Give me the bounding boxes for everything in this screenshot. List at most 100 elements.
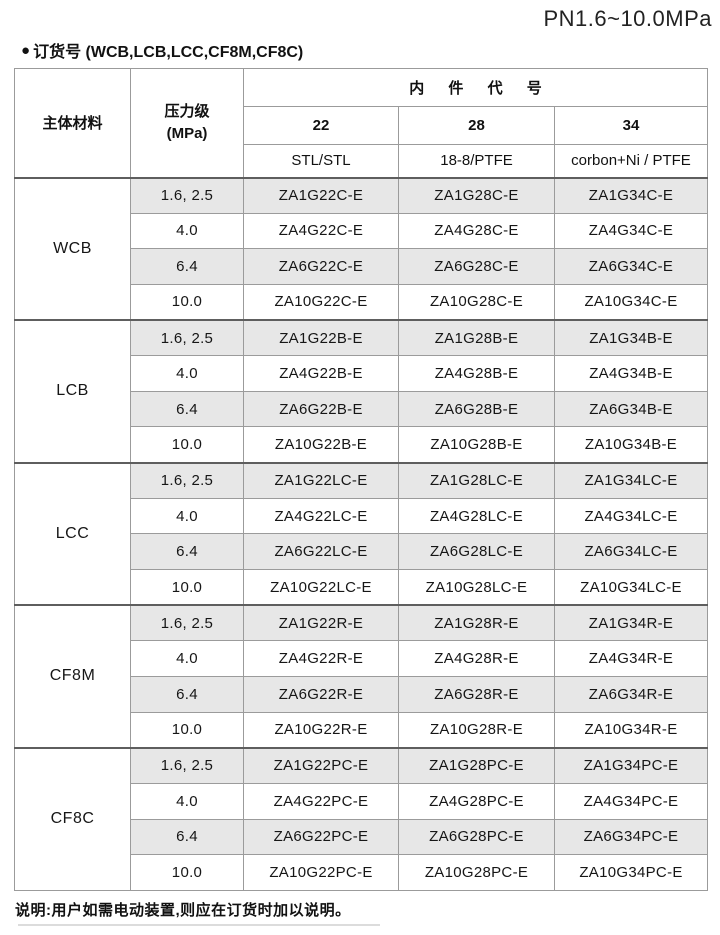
header-material: 主体材料 bbox=[14, 68, 131, 178]
material-cell: CF8C bbox=[14, 746, 131, 891]
order-table-body: WCB 1.6, 2.5 ZA1G22C-E ZA1G28C-E ZA1G34C-E 4.… bbox=[14, 176, 708, 891]
header-pressure-label: 压力级 bbox=[164, 103, 210, 120]
table-row: 10.0 ZA10G22LC-E ZA10G28LC-E ZA10G34LC-E bbox=[15, 569, 708, 606]
pressure-cell: 6.4 bbox=[130, 818, 244, 856]
order-code-cell: ZA4G28LC-E bbox=[398, 497, 555, 535]
pressure-cell: 4.0 bbox=[130, 355, 244, 392]
bottom-divider bbox=[18, 924, 380, 926]
order-code-cell: ZA6G34R-E bbox=[554, 675, 708, 713]
order-code-cell: ZA10G28C-E bbox=[398, 283, 555, 321]
pressure-cell: 1.6, 2.5 bbox=[130, 461, 244, 499]
order-code-cell: ZA4G28C-E bbox=[398, 212, 555, 250]
order-code-cell: ZA6G22R-E bbox=[243, 675, 399, 713]
section-heading-label: 订货号 (WCB,LCB,LCC,CF8M,CF8C) bbox=[33, 44, 304, 61]
order-code-cell: ZA10G22PC-E bbox=[243, 854, 399, 891]
order-code-cell: ZA10G34C-E bbox=[554, 283, 708, 321]
order-code-cell: ZA6G34LC-E bbox=[554, 533, 708, 571]
order-code-cell: ZA4G34R-E bbox=[554, 640, 708, 677]
pressure-cell: 4.0 bbox=[130, 782, 244, 820]
order-code-cell: ZA6G22B-E bbox=[243, 390, 399, 428]
pressure-cell: 4.0 bbox=[130, 640, 244, 677]
order-code-cell: ZA1G34PC-E bbox=[554, 746, 708, 784]
order-code-cell: ZA10G22LC-E bbox=[243, 569, 399, 606]
table-row: 4.0 ZA4G22PC-E ZA4G28PC-E ZA4G34PC-E bbox=[15, 782, 708, 820]
header-trim-col-22: 22 bbox=[243, 106, 399, 145]
order-code-cell: ZA4G34B-E bbox=[554, 355, 708, 392]
pressure-cell: 10.0 bbox=[130, 426, 244, 464]
pressure-cell: 1.6, 2.5 bbox=[130, 604, 244, 642]
order-code-cell: ZA1G22R-E bbox=[243, 604, 399, 642]
order-code-cell: ZA10G34B-E bbox=[554, 426, 708, 464]
order-code-cell: ZA4G22C-E bbox=[243, 212, 399, 250]
table-row: 10.0 ZA10G22B-E ZA10G28B-E ZA10G34B-E bbox=[15, 426, 708, 464]
table-row: CF8C 1.6, 2.5 ZA1G22PC-E ZA1G28PC-E ZA1G34PC… bbox=[14, 746, 708, 891]
pressure-cell: 10.0 bbox=[130, 854, 244, 891]
order-code-cell: ZA4G28PC-E bbox=[398, 782, 555, 820]
pressure-cell: 6.4 bbox=[130, 390, 244, 428]
order-code-cell: ZA6G22C-E bbox=[243, 248, 399, 285]
pressure-cell: 6.4 bbox=[130, 675, 244, 713]
footnote: 说明:用户如需电动装置,则应在订货时加以说明。 bbox=[15, 902, 351, 919]
table-row: 6.4 ZA6G22B-E ZA6G28B-E ZA6G34B-E bbox=[15, 390, 708, 428]
order-code-cell: ZA1G34C-E bbox=[554, 176, 708, 214]
order-code-cell: ZA1G34LC-E bbox=[554, 461, 708, 499]
header-trim-mat-28: 18-8/PTFE bbox=[398, 144, 555, 178]
pressure-cell: 10.0 bbox=[130, 711, 244, 749]
order-code-cell: ZA10G28LC-E bbox=[398, 569, 555, 606]
order-code-cell: ZA10G34PC-E bbox=[554, 854, 708, 891]
order-code-cell: ZA1G22B-E bbox=[243, 319, 399, 357]
pressure-cell: 10.0 bbox=[130, 283, 244, 321]
header-pressure: 压力级 (MPa) bbox=[130, 68, 244, 178]
material-cell: CF8M bbox=[14, 604, 131, 749]
header-row-trim-columns: 22 28 34 bbox=[15, 106, 708, 145]
table-row: 6.4 ZA6G22LC-E ZA6G28LC-E ZA6G34LC-E bbox=[15, 533, 708, 571]
table-row: 10.0 ZA10G22PC-E ZA10G28PC-E ZA10G34PC-E bbox=[15, 854, 708, 891]
pressure-cell: 1.6, 2.5 bbox=[130, 746, 244, 784]
order-code-cell: ZA6G28PC-E bbox=[398, 818, 555, 856]
order-code-cell: ZA1G34B-E bbox=[554, 319, 708, 357]
bullet-icon: ● bbox=[21, 41, 31, 59]
order-code-cell: ZA1G28R-E bbox=[398, 604, 555, 642]
order-code-cell: ZA6G28C-E bbox=[398, 248, 555, 285]
order-code-cell: ZA10G28R-E bbox=[398, 711, 555, 749]
order-code-cell: ZA1G22PC-E bbox=[243, 746, 399, 784]
order-code-cell: ZA1G22C-E bbox=[243, 176, 399, 214]
order-code-cell: ZA6G34B-E bbox=[554, 390, 708, 428]
header-trim-col-28: 28 bbox=[398, 106, 555, 145]
order-code-cell: ZA1G22LC-E bbox=[243, 461, 399, 499]
pressure-cell: 1.6, 2.5 bbox=[130, 319, 244, 357]
page-title: PN1.6~10.0MPa bbox=[543, 6, 712, 31]
order-code-cell: ZA1G28PC-E bbox=[398, 746, 555, 784]
order-code-cell: ZA6G22LC-E bbox=[243, 533, 399, 571]
table-row: CF8M 1.6, 2.5 ZA1G22R-E ZA1G28R-E ZA1G34R-E bbox=[14, 604, 708, 749]
header-pressure-unit: (MPa) bbox=[166, 124, 208, 142]
order-code-table: 主体材料 压力级 (MPa) 内 件 代 号 22 28 34 STL/STL … bbox=[14, 68, 708, 891]
order-code-cell: ZA10G22B-E bbox=[243, 426, 399, 464]
order-code-cell: ZA4G22PC-E bbox=[243, 782, 399, 820]
table-row: 4.0 ZA4G22B-E ZA4G28B-E ZA4G34B-E bbox=[15, 355, 708, 392]
header-trim-title: 内 件 代 号 bbox=[243, 68, 708, 107]
order-code-cell: ZA10G34R-E bbox=[554, 711, 708, 749]
pressure-cell: 6.4 bbox=[130, 248, 244, 285]
order-code-cell: ZA6G34PC-E bbox=[554, 818, 708, 856]
header-trim-col-34: 34 bbox=[554, 106, 708, 145]
pressure-cell: 4.0 bbox=[130, 212, 244, 250]
order-code-cell: ZA6G22PC-E bbox=[243, 818, 399, 856]
table-row: 6.4 ZA6G22R-E ZA6G28R-E ZA6G34R-E bbox=[15, 675, 708, 713]
table-row: 4.0 ZA4G22C-E ZA4G28C-E ZA4G34C-E bbox=[15, 212, 708, 250]
table-row: WCB 1.6, 2.5 ZA1G22C-E ZA1G28C-E ZA1G34C-E bbox=[14, 176, 708, 321]
order-code-cell: ZA4G22LC-E bbox=[243, 497, 399, 535]
table-row: 6.4 ZA6G22PC-E ZA6G28PC-E ZA6G34PC-E bbox=[15, 818, 708, 856]
order-code-cell: ZA6G28R-E bbox=[398, 675, 555, 713]
section-heading: ● 订货号 (WCB,LCB,LCC,CF8M,CF8C) bbox=[21, 38, 303, 62]
order-code-cell: ZA1G28C-E bbox=[398, 176, 555, 214]
header-trim-mat-22: STL/STL bbox=[243, 144, 399, 178]
table-row: 10.0 ZA10G22C-E ZA10G28C-E ZA10G34C-E bbox=[15, 283, 708, 321]
order-code-cell: ZA10G22C-E bbox=[243, 283, 399, 321]
table-row: 10.0 ZA10G22R-E ZA10G28R-E ZA10G34R-E bbox=[15, 711, 708, 749]
order-code-cell: ZA10G28PC-E bbox=[398, 854, 555, 891]
order-code-cell: ZA6G28B-E bbox=[398, 390, 555, 428]
table-row: 6.4 ZA6G22C-E ZA6G28C-E ZA6G34C-E bbox=[15, 248, 708, 285]
order-code-cell: ZA10G28B-E bbox=[398, 426, 555, 464]
